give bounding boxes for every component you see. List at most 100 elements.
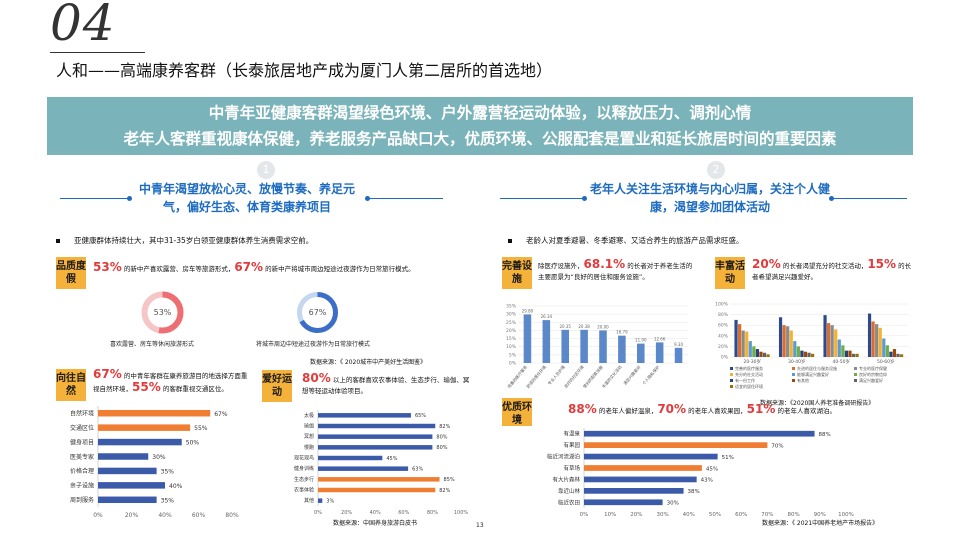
tick-label: 0% [314,510,322,516]
legend-label: 专业的医疗保健 [859,365,887,371]
left-heading: 中青年渴望放松心灵、放慢节奏、养足元气，偏好生态、体育类康养项目 [138,182,355,214]
bar [318,477,440,482]
tick-label: 0% [509,361,517,367]
tick-label: 80% [718,312,729,318]
legend-swatch [792,373,795,376]
tick-label: 40% [370,510,381,516]
legend-swatch [730,373,733,376]
tick-label: 80% [787,512,799,518]
bar [830,325,834,357]
data-label: 80% [436,445,447,451]
bar [561,329,569,363]
tick-label: 5% [509,352,517,358]
category-label: 太极 [304,412,314,419]
tag-quality-vacation: 品质度假 [56,257,86,289]
data-label: 20.35 [559,324,571,329]
page-title: 人和——高端康养客群（长泰旅居地产成为厦门人第二居所的首选地） [56,61,553,80]
data-label: 12.66 [654,336,666,341]
bar [766,354,770,357]
data-label: 16.79 [616,330,628,335]
tick-label: 60% [718,323,729,329]
tick-label: 100% [454,510,469,516]
category-label: 观花观鸟 [294,455,314,462]
bar [778,317,783,357]
bar [318,487,436,493]
tick-label: 0% [93,512,103,519]
data-label: 63% [412,466,423,472]
data-label: 51% [722,455,734,461]
left-heading-rule-left [60,198,130,199]
tick-label: 60% [735,512,747,518]
category-label: 30-40岁 [788,358,806,365]
data-label: 82% [439,424,450,430]
legend-label: 充分的社交活动 [735,371,763,377]
bar [841,345,845,357]
bar [618,335,626,363]
banner-line-1: 中青年亚健康客群渴望绿色环境、户外露营轻运动体验，以释放压力、调剂心情 [208,104,752,122]
legend-swatch [730,367,733,370]
category-label: 有大片森林 [552,475,580,483]
tick-label: 100% [838,512,854,518]
category-label: 冥想 [304,433,314,440]
section-number: 04 [50,0,116,52]
data-label: 40% [169,483,183,490]
tick-label: 100% [715,302,729,308]
bar [523,314,532,363]
donut-chart-camping: 53% [141,291,184,334]
bar [98,496,157,504]
bar [803,351,808,357]
legend-label: 满足兴趣爱好 [859,377,883,383]
donut2-label: 67% [309,308,327,317]
bar [827,323,831,357]
legend-swatch [792,367,795,370]
right-stat-1: 除医疗设施外，68.1% 的长者对于养老生活的主要愿景为“良好的居住和服务设施”… [538,257,693,281]
tick-label: 60% [398,510,409,516]
left-stat-2: 67% 的中青年客群在康养旅游目的地选择方面重视自然环境，55% 的客群重视交通… [93,367,248,394]
tick-label: 90% [814,512,826,518]
legend-swatch [792,379,795,382]
data-label: 65% [415,413,426,419]
category-label: 慢跑 [304,444,314,451]
data-label: 45% [386,456,397,462]
bar [580,329,588,363]
right-heading-rule-left [500,198,585,199]
section-badge-2: 2 [707,161,725,179]
category-label: 交通区位 [70,424,94,432]
tick-label: 20% [718,344,729,350]
right-source-1: 数据来源：《2020国人养老准备调研报告》 [760,400,875,407]
bar [584,430,815,437]
right-heading-dot-right [829,196,834,201]
bar [98,467,157,475]
bar [318,498,323,503]
bar [542,320,551,363]
bar [318,413,411,418]
bar [796,346,800,357]
donut1-label: 53% [154,308,172,317]
tick-label: 10% [604,512,616,518]
legend-label: 完善的医疗服务 [735,365,763,371]
category-label: 40-50岁 [832,358,850,365]
right-source-2: 数据来源：《 2021中国养老地产市场报告》 [762,520,879,527]
bar [823,315,827,357]
right-stat-2: 20% 的长者渴望充分的社交活动，15% 的长者希望满足兴趣爱好。 [752,257,912,281]
bar [810,353,815,357]
bar [637,343,645,363]
tick-label: 0% [580,512,589,518]
bar [318,434,433,439]
tick-label: 25% [506,320,517,326]
bar [584,476,697,483]
legend-label: 能够满足兴趣爱好 [797,371,829,377]
data-label: 20.38 [578,324,590,329]
category-label: 靠近山林 [558,487,581,495]
legend-label: 先进的居住与服务设施 [797,365,837,371]
data-label: 67% [214,411,228,418]
legend-label: 有一份工作 [735,377,755,383]
data-label: 55% [194,425,208,432]
legend-swatch [854,373,857,376]
data-label: 38% [688,489,700,495]
category-label: 周到服务 [70,496,94,504]
tick-label: 30% [506,312,517,318]
destination-preference-chart: 自然环境 67% 交通区位 55% 健身项目 50% 医美专家 30% 价格合理 35% 亲子设施 4… [70,406,239,519]
category-label: 有草场 [563,464,580,472]
bar [599,330,607,363]
